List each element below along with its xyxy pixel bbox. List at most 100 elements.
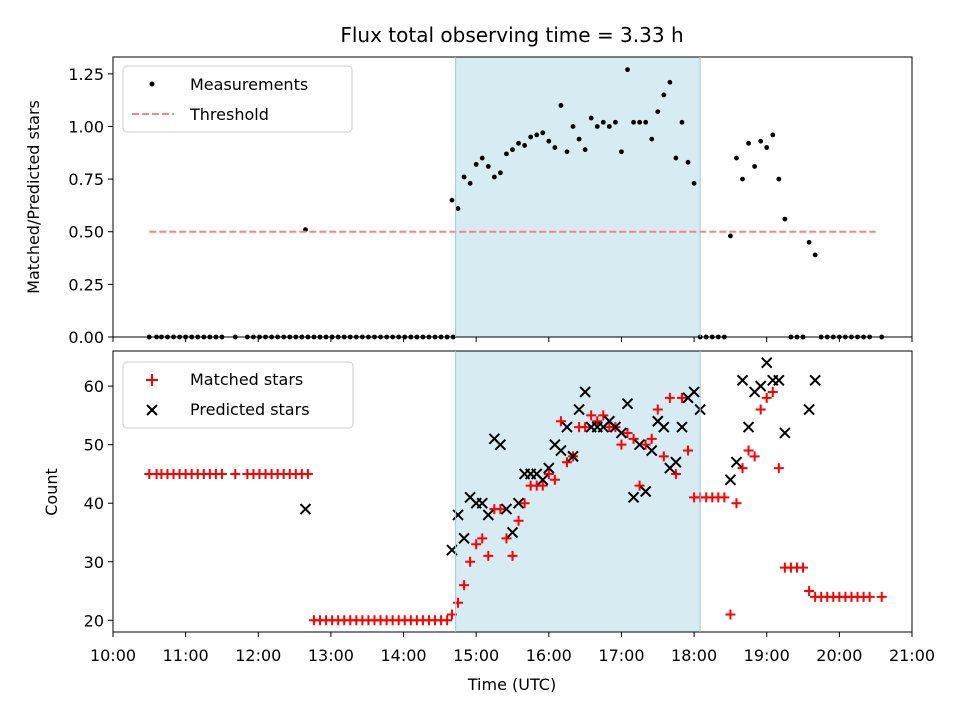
matched-stars-point — [592, 416, 603, 427]
measurements-point — [619, 149, 624, 155]
measurements-point — [491, 174, 497, 180]
y-tick-label: 40 — [84, 494, 104, 513]
measurements-point — [497, 170, 503, 176]
matched-stars-point — [543, 468, 554, 479]
measurements-point — [661, 92, 667, 98]
top-axes-frame — [112, 56, 913, 338]
predicted-stars-point — [573, 403, 585, 416]
predicted-stars-point — [482, 509, 494, 521]
measurements-point — [625, 67, 630, 73]
y-tick-label: 30 — [84, 553, 104, 572]
measurements-point — [594, 124, 600, 129]
measurements-point — [600, 119, 606, 125]
predicted-stars-point — [676, 421, 688, 433]
predicted-stars-point — [506, 526, 519, 539]
matched-stars-point — [767, 386, 778, 397]
y-tick-label: 0.50 — [68, 223, 104, 242]
matched-stars-point — [537, 480, 548, 491]
measurements-point — [558, 103, 564, 108]
y-tick-label: 0.00 — [68, 328, 104, 347]
matched-stars-point — [664, 392, 675, 403]
legend-label-predicted: Predicted stars — [190, 400, 310, 419]
measurements-point — [655, 109, 661, 115]
predicted-stars-point — [512, 497, 525, 509]
predicted-stars-point — [724, 474, 737, 486]
matched-stars-point — [683, 445, 694, 456]
legend-label-matched: Matched stars — [190, 370, 303, 389]
measurements-point — [728, 233, 733, 239]
matched-stars-point — [634, 480, 645, 491]
y-tick-label: 20 — [84, 611, 104, 630]
predicted-stars-point — [555, 444, 567, 457]
measurements-point — [504, 151, 509, 157]
predicted-stars-point — [494, 438, 507, 451]
measurements-point — [782, 216, 788, 222]
y-tick-label: 1.00 — [68, 117, 104, 136]
predicted-stars-point — [500, 503, 513, 515]
measurements-point — [534, 132, 540, 138]
measurements-point — [564, 149, 570, 155]
measurements-point — [522, 143, 528, 148]
predicted-stars-point — [773, 374, 785, 386]
predicted-stars-point — [670, 456, 682, 468]
matched-stars-point — [459, 580, 470, 591]
matched-stars-point — [519, 498, 530, 509]
measurements-point — [637, 119, 643, 125]
matched-stars-point — [501, 533, 512, 544]
bottom-legend-box — [122, 361, 354, 429]
predicted-stars-point — [809, 374, 821, 386]
top-observing-span — [455, 57, 701, 337]
predicted-stars-point — [537, 474, 549, 486]
bottom-marks — [144, 357, 887, 626]
x-tick-label: 16:00 — [526, 646, 572, 665]
measurements-point — [631, 119, 636, 125]
predicted-stars-point — [742, 421, 755, 433]
predicted-stars-point — [688, 386, 700, 398]
measurements-point — [455, 206, 461, 211]
matched-stars-point — [477, 533, 488, 544]
matched-stars-point — [471, 539, 482, 550]
predicted-stars-point — [627, 491, 640, 504]
measurements-point — [806, 239, 812, 245]
measurements-point — [479, 155, 485, 161]
measurements-point — [667, 79, 673, 85]
measurements-point — [467, 180, 473, 186]
legend-label-threshold: Threshold — [189, 105, 269, 124]
predicted-stars-point — [803, 403, 815, 416]
x-tick-label: 14:00 — [380, 646, 426, 665]
predicted-stars-point — [754, 380, 767, 392]
measurements-point — [685, 159, 691, 165]
measurements-point — [764, 145, 770, 150]
top-ticks: 0.00 0.25 0.50 0.75 1.00 1.25 — [68, 65, 913, 347]
y-tick-label: 50 — [84, 436, 104, 455]
measurements-point — [673, 155, 679, 161]
matched-stars-point — [495, 504, 506, 515]
legend-marker-measurements — [149, 81, 155, 87]
measurements-point — [570, 124, 576, 129]
matched-stars-point — [230, 468, 241, 479]
predicted-stars-point — [646, 444, 658, 457]
measurements-point — [516, 140, 521, 146]
bottom-legend: Matched stars Predicted stars — [122, 361, 354, 429]
matched-stars-point — [598, 410, 609, 421]
matched-stars-point — [749, 451, 760, 462]
x-tick-label: 17:00 — [598, 646, 644, 665]
matched-stars-point — [676, 392, 687, 403]
matched-stars-point — [442, 615, 453, 626]
y-tick-label: 0.25 — [68, 275, 104, 294]
measurements-point — [588, 115, 594, 121]
matched-stars-point — [731, 498, 742, 509]
predicted-stars-point — [452, 509, 464, 521]
measurements-point — [528, 134, 534, 140]
matched-stars-point — [755, 404, 766, 415]
x-tick-label: 11:00 — [163, 646, 209, 665]
matched-stars-point — [719, 492, 730, 503]
top-legend: Measurements Threshold — [122, 65, 353, 133]
measurements-point — [546, 138, 552, 144]
x-tick-label: 21:00 — [889, 646, 935, 665]
predicted-stars-point — [639, 485, 652, 498]
predicted-stars-point — [658, 421, 670, 433]
matched-stars-point — [302, 468, 313, 479]
matched-stars-point — [483, 550, 494, 561]
